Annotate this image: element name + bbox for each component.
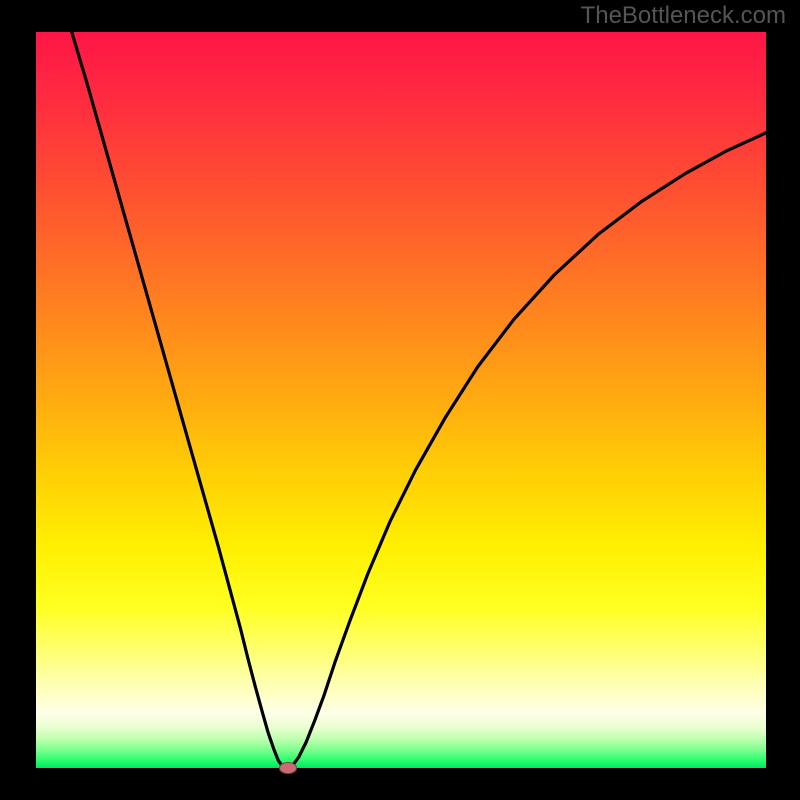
minimum-marker [279,762,297,774]
plot-area [36,32,766,768]
chart-frame: TheBottleneck.com [0,0,800,800]
watermark-text: TheBottleneck.com [581,2,786,30]
bottleneck-curve [36,32,766,768]
